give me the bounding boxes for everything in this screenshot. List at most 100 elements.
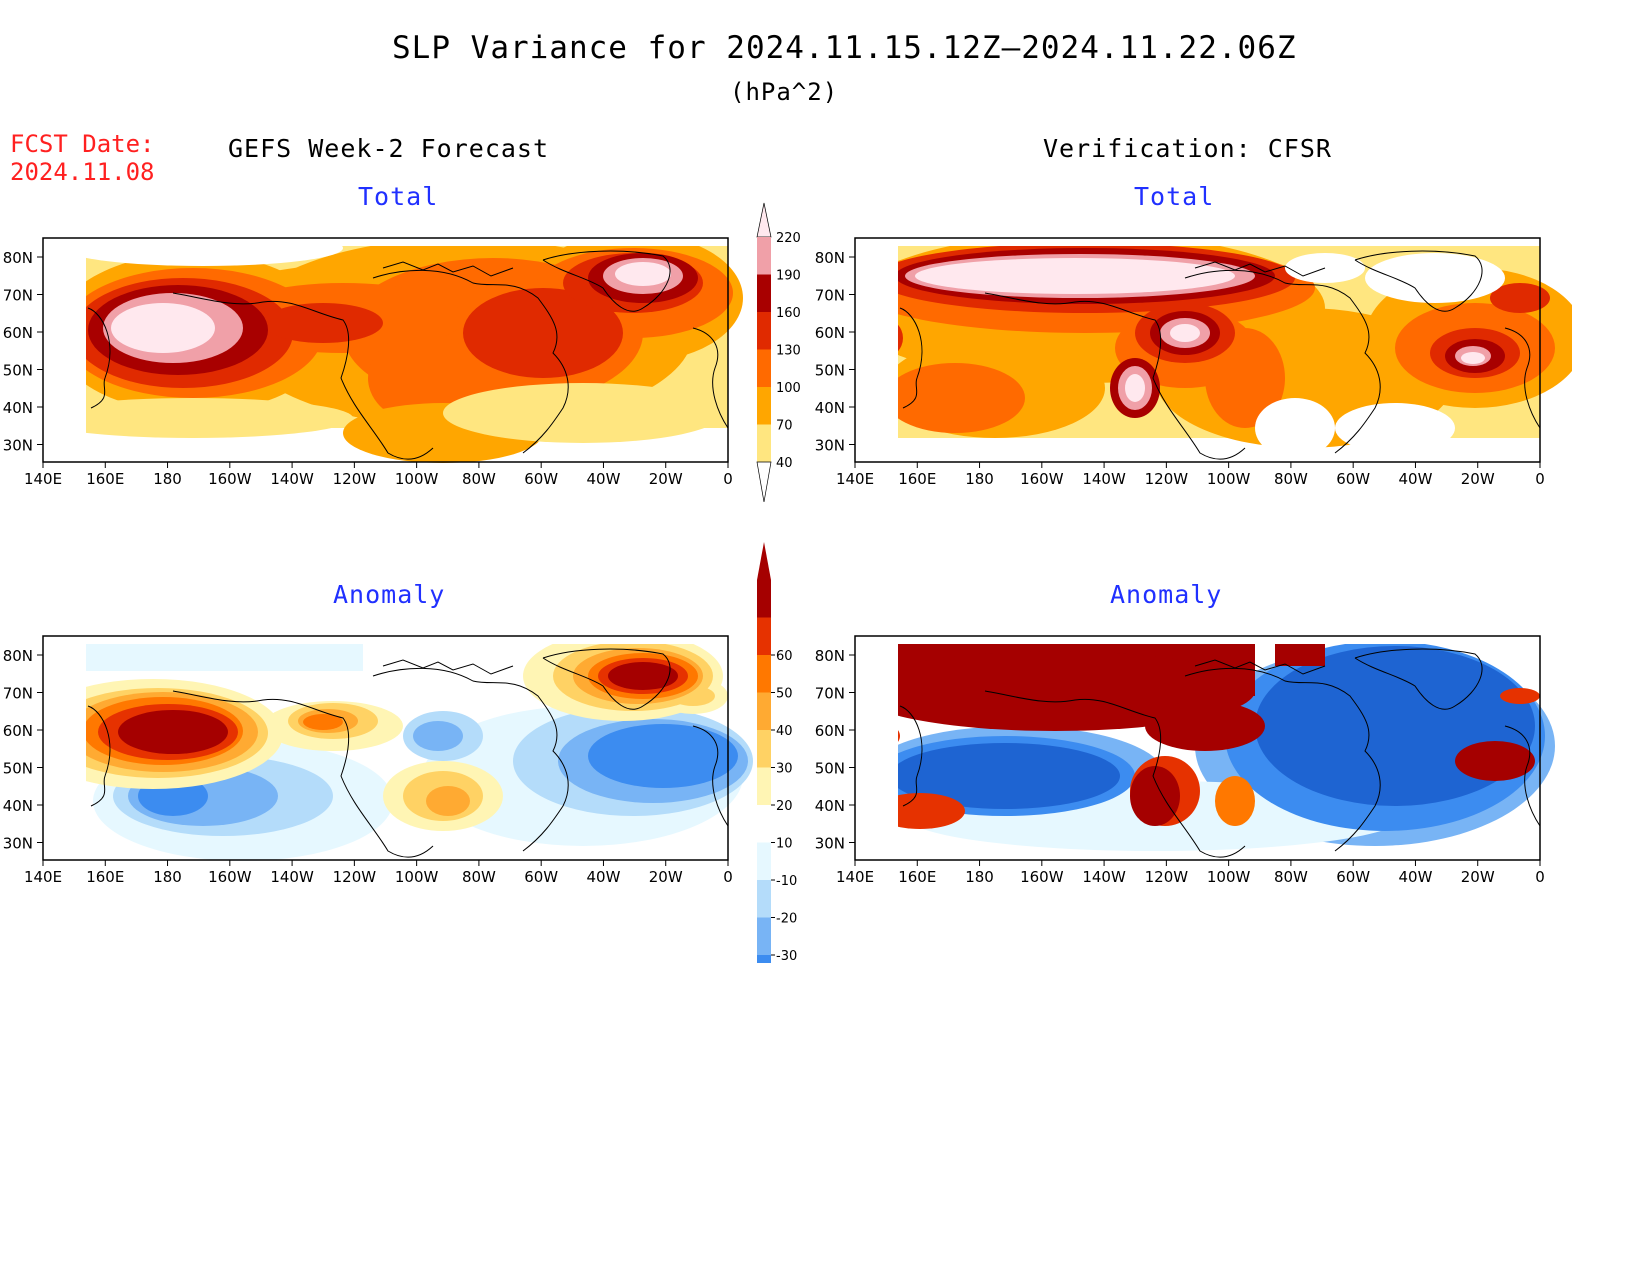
coastline-greenland xyxy=(542,648,671,710)
verif-total-map: 80N 70N 60N 50N 40N 30N 140E 160E 180 160W 140W 120… xyxy=(815,237,1572,488)
lat-label: 60N xyxy=(815,722,845,740)
colorbar-tick-label: 70 xyxy=(776,419,793,434)
lat-label: 60N xyxy=(815,324,845,342)
lat-label: 50N xyxy=(3,362,33,380)
lat-label: 60N xyxy=(3,324,33,342)
lon-label: 60W xyxy=(1336,470,1370,488)
lon-label: 0 xyxy=(723,470,733,488)
verification-heading: Verification: CFSR xyxy=(1043,134,1332,163)
lon-label: 140W xyxy=(1082,868,1126,886)
lat-label: 40N xyxy=(815,399,845,417)
lat-label: 30N xyxy=(815,835,845,853)
coastline-asia xyxy=(899,307,923,409)
coastline-north-america-east xyxy=(1184,667,1381,852)
colorbar-tick-label: -20 xyxy=(776,912,797,927)
lon-label: 80W xyxy=(462,868,496,886)
coastline-north-america-west xyxy=(984,690,1246,858)
lat-label: 30N xyxy=(3,835,33,853)
colorbar-tick-label: 30 xyxy=(776,762,793,777)
lon-label: 180 xyxy=(153,470,182,488)
lon-label: 140E xyxy=(836,470,874,488)
verif-anomaly-label: Anomaly xyxy=(1110,580,1223,609)
lon-label: 40W xyxy=(586,868,620,886)
lon-label: 0 xyxy=(723,868,733,886)
coastline-arctic-islands xyxy=(1194,659,1326,675)
lon-label: 120W xyxy=(1145,470,1189,488)
coastline-north-america-east xyxy=(372,269,569,454)
lat-label: 80N xyxy=(815,249,845,267)
lon-label: 140W xyxy=(1082,470,1126,488)
lat-label: 50N xyxy=(3,760,33,778)
colorbar-tick-label: 50 xyxy=(776,687,793,702)
lon-label: 20W xyxy=(1461,868,1495,886)
lon-label: 120W xyxy=(333,868,377,886)
lon-label: 160W xyxy=(1020,470,1064,488)
lat-label: 60N xyxy=(3,722,33,740)
fcst-total-map: 80N 70N 60N 50N 40N 30N 140E 160E 180 160W 140W 120… xyxy=(3,237,743,488)
colorbar-tick-label: 100 xyxy=(776,381,801,396)
lon-label: 180 xyxy=(965,868,994,886)
fcst-date-label: FCST Date: xyxy=(10,130,155,158)
lon-label: 160W xyxy=(1020,868,1064,886)
lon-label: 80W xyxy=(1274,868,1308,886)
lat-label: 80N xyxy=(815,647,845,665)
lon-label: 160E xyxy=(898,868,936,886)
lon-label: 160E xyxy=(86,470,124,488)
colorbar-tick-label: -10 xyxy=(776,874,797,889)
lat-label: 30N xyxy=(3,437,33,455)
lon-label: 160E xyxy=(898,470,936,488)
fcst-anomaly-label: Anomaly xyxy=(333,580,446,609)
coastline-arctic-islands xyxy=(382,261,514,277)
lon-label: 80W xyxy=(1274,470,1308,488)
forecast-heading: GEFS Week-2 Forecast xyxy=(228,134,550,163)
coastline-north-america-east xyxy=(372,667,569,852)
coastline-greenland xyxy=(1354,250,1483,312)
colorbar-tick-label: 160 xyxy=(776,306,801,321)
units-label: (hPa^2) xyxy=(730,78,839,106)
lat-label: 40N xyxy=(815,797,845,815)
coastline-north-america-west xyxy=(984,292,1246,460)
coastline-north-america-west xyxy=(172,292,434,460)
lat-label: 50N xyxy=(815,760,845,778)
lon-label: 140E xyxy=(24,868,62,886)
lat-label: 30N xyxy=(815,437,845,455)
lat-label: 70N xyxy=(815,685,845,703)
lon-label: 160W xyxy=(208,868,252,886)
lon-label: 20W xyxy=(649,868,683,886)
lon-label: 60W xyxy=(1336,868,1370,886)
colorbar-tick-label: 190 xyxy=(776,269,801,284)
colorbar-tick-label: 60 xyxy=(776,649,793,664)
verif-total-label: Total xyxy=(1134,182,1215,211)
lon-label: 60W xyxy=(524,868,558,886)
lon-label: 20W xyxy=(649,470,683,488)
fcst-total-label: Total xyxy=(358,182,439,211)
lon-label: 160E xyxy=(86,868,124,886)
lon-label: 140E xyxy=(836,868,874,886)
lon-label: 100W xyxy=(1207,470,1251,488)
lon-label: 100W xyxy=(1207,868,1251,886)
coastline-europe xyxy=(692,725,729,827)
lon-label: 140E xyxy=(24,470,62,488)
lon-label: 40W xyxy=(1398,470,1432,488)
total-colorbar: 40 70 100 130 160 190 220 xyxy=(756,202,801,503)
coastline-greenland xyxy=(542,250,671,312)
coastline-europe xyxy=(1504,725,1541,827)
lat-label: 80N xyxy=(3,249,33,267)
lon-label: 0 xyxy=(1535,470,1545,488)
colorbar-tick-label: 40 xyxy=(776,724,793,739)
lon-label: 160W xyxy=(208,470,252,488)
lon-label: 140W xyxy=(270,868,314,886)
coastline-north-america-east xyxy=(1184,269,1381,454)
lon-label: 120W xyxy=(1145,868,1189,886)
colorbar-tick-label: 20 xyxy=(776,799,793,814)
lon-label: 20W xyxy=(1461,470,1495,488)
coastline-north-america-west xyxy=(172,690,434,858)
coastline-asia xyxy=(899,705,923,807)
colorbar-tick-label: 220 xyxy=(776,231,801,246)
lat-label: 50N xyxy=(815,362,845,380)
coastline-europe xyxy=(1504,327,1541,429)
page-title: SLP Variance for 2024.11.15.12Z–2024.11.… xyxy=(392,30,1297,66)
colorbar-tick-label: 40 xyxy=(776,456,793,471)
lon-label: 100W xyxy=(395,868,439,886)
